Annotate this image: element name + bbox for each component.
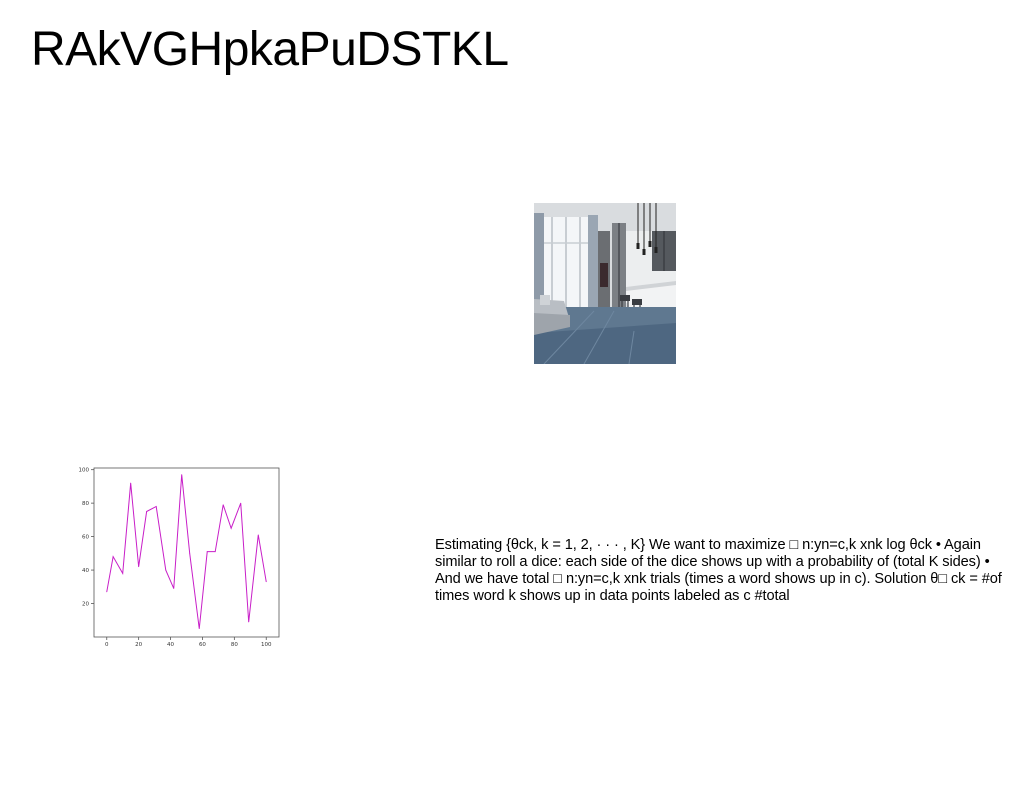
data-point [122, 573, 124, 574]
data-point [240, 502, 242, 504]
data-point [248, 621, 250, 623]
data-point [222, 504, 224, 506]
photo-illustration [534, 203, 676, 364]
y-tick-label: 80 [82, 501, 89, 507]
data-point [130, 482, 132, 484]
interior-room-photo [534, 203, 676, 364]
y-tick-label: 60 [82, 535, 89, 541]
x-tick-label: 80 [231, 642, 238, 648]
data-point [198, 628, 200, 630]
series-line [106, 474, 267, 629]
line-chart-svg: 0 20 40 60 80 100 20 40 60 80 100 [79, 467, 280, 648]
y-tick-label: 40 [82, 568, 89, 574]
y-tick-label: 100 [79, 468, 90, 474]
data-point [138, 566, 140, 568]
plot-frame [93, 467, 280, 638]
data-point [189, 552, 191, 554]
data-point [173, 588, 175, 589]
x-tick-label: 0 [105, 642, 109, 648]
x-tick-label: 40 [167, 642, 174, 648]
x-tick-label: 60 [199, 642, 206, 648]
y-tick-label: 20 [82, 602, 89, 608]
data-point [230, 527, 232, 529]
data-point [206, 551, 208, 553]
data-point [106, 591, 108, 593]
body-text: Estimating {θck, k = 1, 2, · · · , K} We… [435, 537, 1002, 604]
data-point [165, 569, 167, 571]
data-point [214, 551, 216, 553]
line-chart: 0 20 40 60 80 100 20 40 60 80 100 [76, 462, 282, 650]
data-point [146, 511, 148, 512]
data-point [257, 534, 259, 536]
x-tick-label: 20 [135, 642, 142, 648]
data-point [155, 506, 157, 507]
data-point [112, 556, 114, 558]
data-point [265, 581, 267, 583]
slide-title: RAkVGHpkaPuDSTKL [31, 23, 509, 76]
x-tick-label: 100 [261, 642, 272, 648]
data-point [181, 474, 183, 476]
